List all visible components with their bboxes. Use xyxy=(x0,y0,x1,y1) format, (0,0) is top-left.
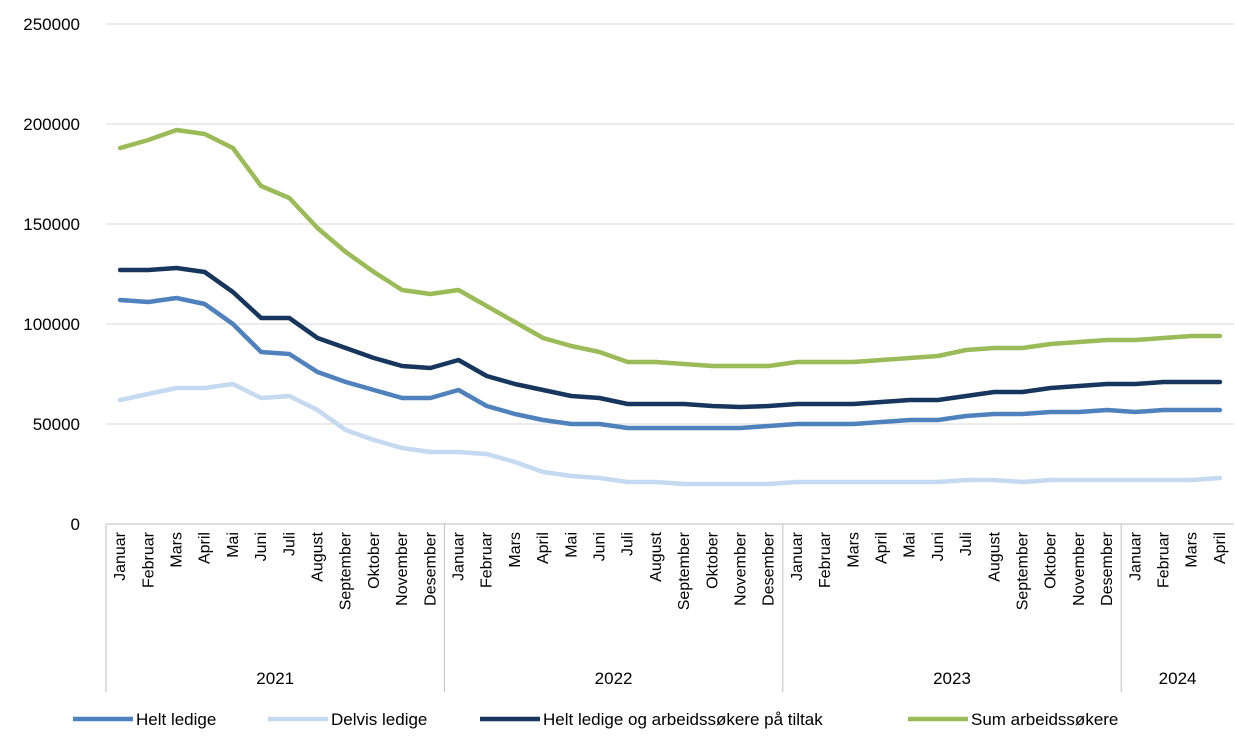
x-tick-label: Februar xyxy=(1156,531,1173,588)
x-tick-label: September xyxy=(676,531,693,610)
y-tick-label: 0 xyxy=(71,515,80,534)
y-tick-label: 50000 xyxy=(33,415,80,434)
x-tick-label: August xyxy=(648,531,665,581)
x-tick-label: August xyxy=(310,531,327,581)
series-line xyxy=(117,381,1223,487)
legend-label: Delvis ledige xyxy=(331,710,427,729)
x-tick-label: August xyxy=(986,531,1003,581)
x-tick-label: Mai xyxy=(902,532,919,558)
x-tick-label: November xyxy=(394,531,411,605)
x-tick-label: Mars xyxy=(169,532,186,568)
y-tick-label: 200000 xyxy=(23,115,80,134)
x-tick-label: September xyxy=(338,531,355,610)
x-tick-label: September xyxy=(1015,531,1032,610)
year-label: 2021 xyxy=(256,669,294,688)
y-tick-label: 150000 xyxy=(23,215,80,234)
x-tick-label: Mars xyxy=(507,532,524,568)
x-tick-label: Desember xyxy=(761,531,778,605)
x-tick-label: November xyxy=(1071,531,1088,605)
x-tick-label: Mars xyxy=(1184,532,1201,568)
x-tick-label: April xyxy=(535,532,552,564)
year-label: 2022 xyxy=(595,669,633,688)
legend-label: Helt ledige xyxy=(136,710,216,729)
x-tick-label: Mai xyxy=(563,532,580,558)
series-line xyxy=(117,265,1223,410)
x-tick-label: Desember xyxy=(422,531,439,605)
x-tick-label: April xyxy=(197,532,214,564)
x-tick-label: Februar xyxy=(479,531,496,588)
x-tick-label: Juni xyxy=(930,532,947,561)
x-tick-label: Juli xyxy=(281,532,298,556)
legend: Helt ledige Delvis ledige Helt ledige og a… xyxy=(73,710,1118,729)
x-tick-label: Juli xyxy=(620,532,637,556)
x-tick-label: Oktober xyxy=(366,531,383,589)
x-tick-label: Mai xyxy=(225,532,242,558)
series-line xyxy=(117,127,1223,369)
x-tick-label: Desember xyxy=(1099,531,1116,605)
x-tick-label: April xyxy=(1212,532,1229,564)
x-tick-label: Juli xyxy=(958,532,975,556)
x-tick-label: Mars xyxy=(845,532,862,568)
x-tick-label: Januar xyxy=(112,531,129,581)
x-tick-label: Juni xyxy=(592,532,609,561)
series-lines xyxy=(117,127,1223,487)
x-axis: Januar Februar Mars April Mai Juni Juli August S… xyxy=(105,523,1234,692)
x-tick-label: Juni xyxy=(253,532,270,561)
x-tick-label: Januar xyxy=(789,531,806,581)
x-tick-label: Oktober xyxy=(1043,531,1060,589)
x-tick-label: Januar xyxy=(451,531,468,581)
y-tick-label: 100000 xyxy=(23,315,80,334)
legend-label: Helt ledige og arbeidssøkere på tiltak xyxy=(543,710,823,729)
legend-label: Sum arbeidssøkere xyxy=(971,710,1118,729)
x-tick-label: Januar xyxy=(1127,531,1144,581)
x-tick-label: November xyxy=(733,531,750,605)
y-axis: 0 50000 100000 150000 200000 250000 xyxy=(23,15,80,534)
x-tick-label: Februar xyxy=(140,531,157,588)
x-tick-label: Februar xyxy=(817,531,834,588)
x-tick-label: Oktober xyxy=(704,531,721,589)
year-label: 2023 xyxy=(933,669,971,688)
year-label: 2024 xyxy=(1159,669,1197,688)
x-tick-label: April xyxy=(874,532,891,564)
series-line xyxy=(117,295,1223,431)
y-tick-label: 250000 xyxy=(23,15,80,34)
